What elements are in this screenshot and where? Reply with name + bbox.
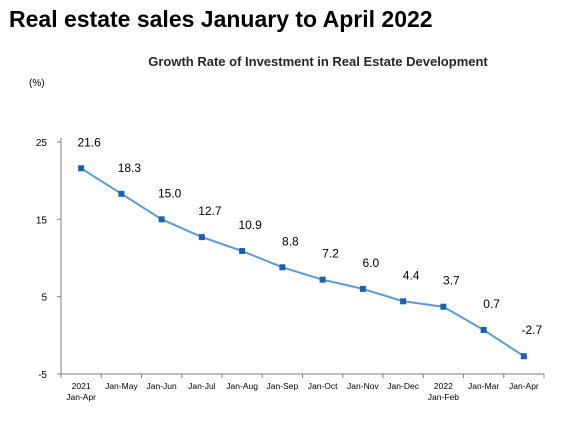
data-label: 10.9 [238,218,262,232]
x-tick-label: Jan-Dec [387,381,419,391]
data-point [480,326,487,333]
data-point [400,298,407,305]
x-tick-label: Jan-Mar [468,381,499,391]
data-label: 8.8 [282,234,299,248]
series-line-layer [80,167,525,358]
x-tick-label: 2022 Jan-Feb [428,381,459,402]
x-tick-label: Jan-Aug [226,381,258,391]
x-tick-label: Jan-Jun [147,381,178,391]
data-point [359,285,366,292]
data-point [319,276,326,283]
data-point [520,353,527,360]
x-tick-label: Jan-May [105,381,138,391]
data-label: -2.7 [522,323,543,337]
x-tick-label: Jan-Oct [308,381,338,391]
data-label: 15.0 [158,186,182,200]
data-point [118,190,125,197]
series-line [80,167,525,358]
data-point [158,216,165,223]
data-point [440,303,447,310]
y-tick-label: 25 [36,138,48,149]
data-point [78,165,85,172]
x-tick-label: Jan-Sep [267,381,299,391]
data-label: 0.7 [483,297,500,311]
x-tick-label: Jan-Jul [188,381,216,391]
data-point [279,264,286,271]
data-label: 7.2 [322,247,339,261]
data-point-markers [78,165,527,360]
chart-title: Growth Rate of Investment in Real Estate… [148,54,488,69]
data-point [198,234,205,241]
y-tick-label: 5 [41,293,47,304]
x-tick-label: Jan-Nov [347,381,379,391]
y-tick-label: 15 [36,215,48,226]
x-tick-label: 2021 Jan-Apr [66,381,96,402]
data-label: 6.0 [363,256,380,270]
data-labels: 21.6 18.3 15.0 12.7 10.9 8.8 7.2 6.0 4.4 3.7 0.7 -2… [77,135,542,337]
y-tick-label: -5 [38,370,47,381]
y-tick-labels: 25 15 5 -5 [36,138,61,381]
data-label: 18.3 [118,161,142,175]
data-label: 4.4 [403,268,420,282]
data-point [239,248,246,255]
x-tick-labels: 2021 Jan-Apr Jan-May Jan-Jun Jan-Jul Jan-Aug J… [60,374,545,402]
data-label: 12.7 [198,204,222,218]
data-label: 3.7 [443,274,460,288]
page-title: Real estate sales January to April 2022 [9,6,433,32]
y-unit-label: (%) [29,78,45,89]
data-label: 21.6 [77,135,101,149]
x-tick-label: Jan-Apr [509,381,539,391]
